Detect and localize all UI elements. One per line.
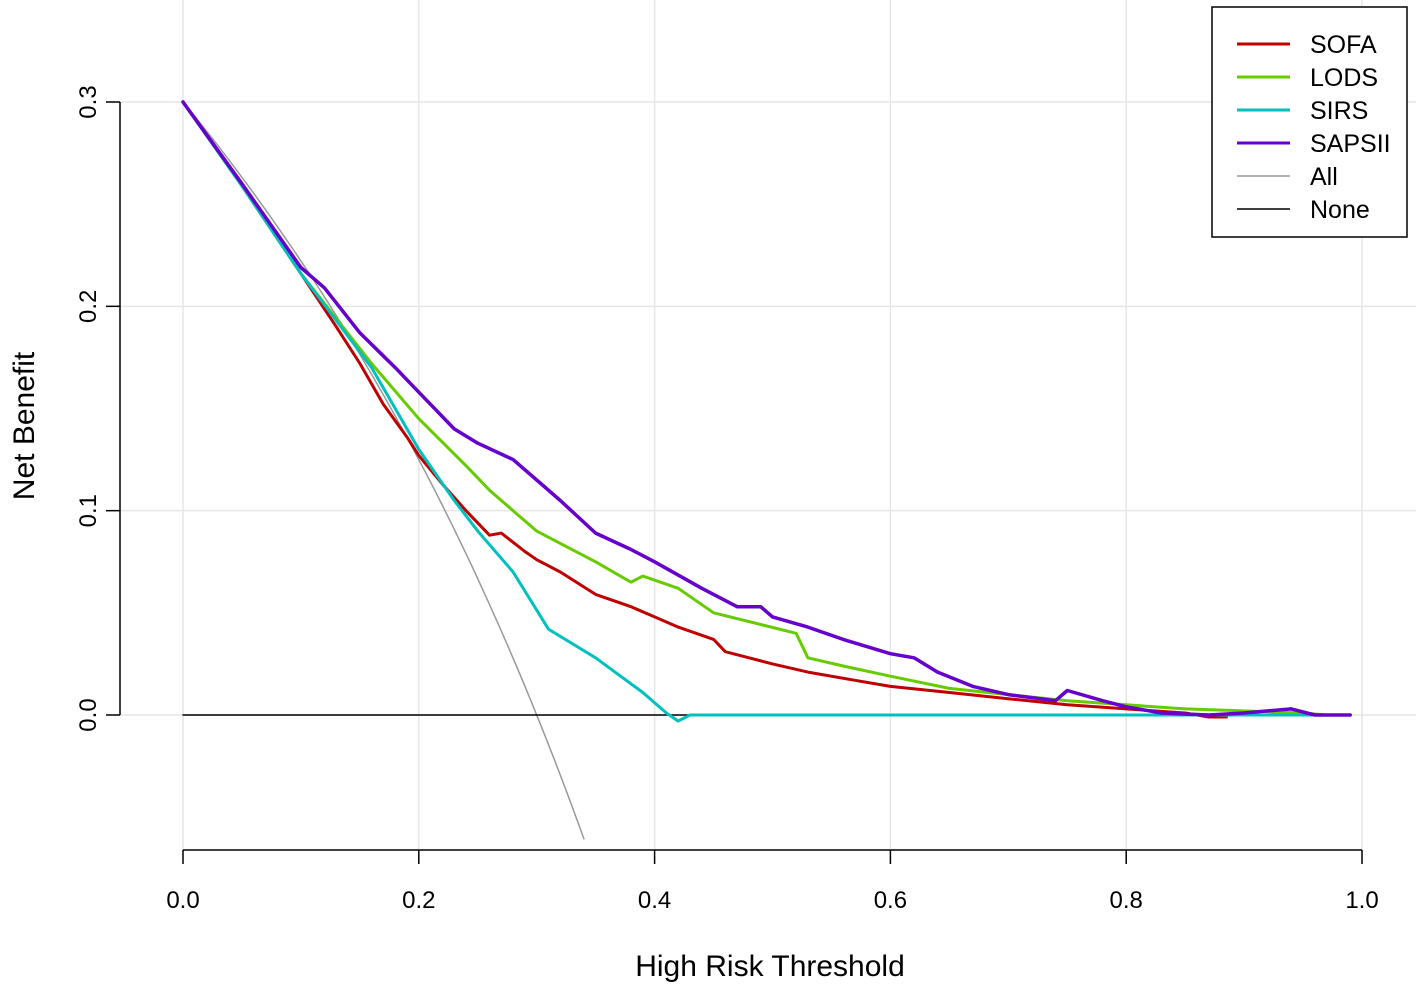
series-line-sirs: [181, 100, 1329, 723]
x-tick-label-3: 0.6: [874, 887, 907, 914]
y-tick-label-2: 0.2: [75, 290, 102, 323]
series-line-all: [182, 101, 585, 840]
y-axis-title: Net Benefit: [8, 351, 41, 500]
y-axis-ticks: 0.0 0.1 0.2 0.3: [75, 85, 120, 732]
y-tick-label-1: 0.1: [75, 494, 102, 527]
legend-label-all: All: [1310, 163, 1338, 191]
series-lines: [181, 100, 1352, 840]
legend-label-sapsii: SAPSII: [1310, 130, 1391, 158]
axes: [119, 102, 1362, 851]
x-tick-label-0: 0.0: [166, 887, 199, 914]
legend-label-sirs: SIRS: [1310, 97, 1368, 125]
legend-label-lods: LODS: [1310, 64, 1378, 92]
legend: SOFA LODS SIRS SAPSII All None: [1211, 6, 1408, 238]
x-tick-label-1: 0.2: [402, 887, 435, 914]
x-axis-ticks: 0.0 0.2 0.4 0.6 0.8 1.0: [166, 850, 1379, 914]
series-line-lods: [181, 100, 1329, 717]
series-line-sapsii: [181, 100, 1352, 717]
x-axis-title: High Risk Threshold: [635, 950, 905, 983]
legend-label-sofa: SOFA: [1310, 31, 1377, 59]
x-tick-label-4: 0.8: [1110, 887, 1143, 914]
legend-label-none: None: [1310, 196, 1370, 224]
series-line-sofa: [181, 100, 1228, 719]
y-tick-label-0: 0.0: [75, 698, 102, 731]
x-tick-label-5: 1.0: [1345, 887, 1378, 914]
y-tick-label-3: 0.3: [75, 85, 102, 118]
x-tick-label-2: 0.4: [638, 887, 671, 914]
